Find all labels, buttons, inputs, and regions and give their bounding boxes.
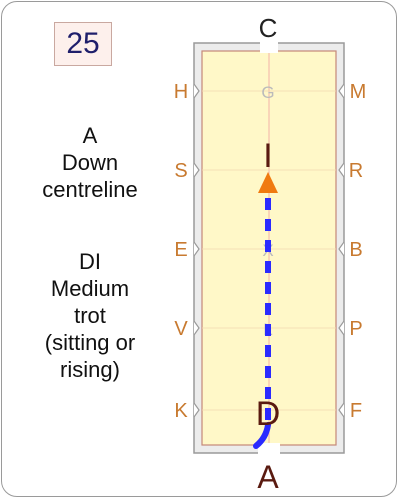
marker-notch [338,162,345,178]
marker-notch [193,320,200,336]
marker-notch [338,83,345,99]
letter-s: S [174,160,187,182]
letter-d: D [256,395,281,433]
gait-line-1: Medium [50,276,130,301]
movement-description: A Down centreline [20,122,160,203]
letter-i: I [263,137,272,175]
letter-r: R [349,160,363,182]
gait-description: DI Medium trot (sitting or rising) [20,248,160,383]
movement-line-2: centreline [42,177,138,202]
marker-notch [193,402,200,418]
marker-notch [193,162,200,178]
marker-notch [193,241,200,257]
bottom-entry-gap [258,443,280,455]
marker-notch [193,83,200,99]
letter-v: V [174,318,188,340]
letter-p: P [349,318,362,340]
path-entry-curve [253,422,271,449]
gait-line-2: trot [74,303,106,328]
movement-line-1: Down [61,150,119,175]
gait-line-4: rising) [60,357,120,382]
marker-notch [338,402,345,418]
letter-m: M [350,81,367,103]
side-notches [193,83,345,418]
letter-f: F [350,400,362,422]
letter-h: H [174,81,188,103]
gait-line-3: (sitting or [44,330,136,355]
path-arrow-icon [258,172,278,193]
letter-a: A [257,459,279,495]
marker-notch [338,241,345,257]
letter-g: G [261,83,274,102]
letter-b: B [349,239,362,261]
movement-letter: A [82,123,98,148]
top-entry-gap [260,41,278,53]
movement-number: 25 [54,22,112,66]
gait-label: DI [79,249,101,274]
letter-k: K [174,400,188,422]
marker-notch [338,320,345,336]
letter-c: C [259,13,278,43]
letter-e: E [174,239,187,261]
